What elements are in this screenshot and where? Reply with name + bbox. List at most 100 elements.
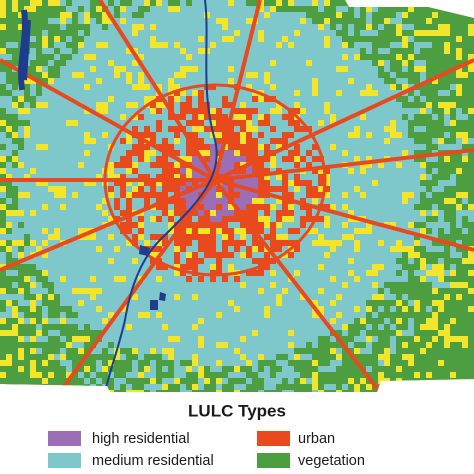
land-cover-patch — [330, 54, 336, 60]
land-cover-patch — [276, 180, 282, 186]
land-cover-patch — [156, 24, 162, 30]
land-cover-patch — [450, 300, 456, 306]
land-cover-patch — [336, 366, 342, 372]
land-cover-patch — [402, 240, 414, 246]
land-cover-patch — [276, 48, 282, 54]
land-cover-patch — [270, 276, 276, 282]
land-cover-patch — [246, 240, 252, 246]
land-cover-patch — [234, 60, 240, 66]
land-cover-patch — [204, 90, 216, 96]
land-cover-patch — [330, 198, 336, 204]
land-cover-patch — [120, 204, 126, 210]
land-cover-patch — [180, 258, 186, 264]
land-cover-patch — [174, 318, 180, 324]
land-cover-patch — [42, 198, 48, 204]
land-cover-patch — [162, 252, 168, 258]
land-cover-patch — [162, 12, 168, 18]
land-cover-patch — [0, 234, 6, 240]
land-cover-patch — [318, 330, 324, 336]
land-cover-patch — [288, 366, 294, 372]
land-cover-patch — [420, 180, 426, 186]
land-cover-patch — [30, 246, 36, 252]
land-cover-patch — [42, 78, 48, 84]
land-cover-patch — [378, 288, 384, 294]
land-cover-patch — [330, 78, 336, 84]
land-cover-patch — [6, 30, 12, 36]
land-cover-patch — [120, 72, 126, 78]
land-cover-patch — [156, 126, 162, 132]
land-cover-patch — [126, 162, 132, 168]
land-cover-patch — [384, 168, 390, 174]
land-cover-patch — [390, 24, 396, 30]
land-cover-patch — [156, 234, 162, 240]
land-cover-patch — [426, 246, 432, 252]
land-cover-patch — [42, 306, 48, 312]
land-cover-patch — [60, 228, 66, 234]
land-cover-patch — [54, 42, 60, 48]
land-cover-patch — [78, 204, 84, 210]
land-cover-patch — [396, 84, 402, 90]
land-cover-patch — [324, 330, 330, 336]
land-cover-patch — [240, 384, 246, 390]
land-cover-patch — [366, 312, 372, 318]
land-cover-patch — [168, 138, 174, 144]
land-cover-patch — [96, 222, 102, 228]
land-cover-patch — [384, 174, 390, 180]
land-cover-patch — [396, 186, 402, 192]
land-cover-patch — [294, 24, 306, 30]
land-cover-patch — [348, 156, 354, 162]
land-cover-patch — [402, 162, 414, 168]
land-cover-patch — [258, 84, 264, 90]
land-cover-patch — [450, 324, 456, 330]
land-cover-patch — [318, 366, 324, 372]
land-cover-patch — [114, 270, 120, 276]
land-cover-patch — [108, 252, 114, 258]
land-cover-patch — [132, 6, 138, 12]
land-cover-patch — [390, 228, 396, 234]
land-cover-patch — [78, 366, 84, 372]
land-cover-patch — [282, 258, 288, 264]
land-cover-patch — [24, 288, 30, 294]
land-cover-patch — [210, 30, 216, 36]
land-cover-patch — [252, 180, 258, 186]
land-cover-patch — [72, 42, 78, 48]
land-cover-patch — [408, 312, 414, 318]
land-cover-patch — [318, 108, 324, 114]
land-cover-patch — [366, 240, 372, 246]
land-cover-patch — [138, 96, 144, 102]
land-cover-patch — [390, 42, 396, 48]
land-cover-patch — [30, 270, 36, 276]
land-cover-patch — [276, 210, 282, 216]
land-cover-patch — [156, 228, 162, 234]
land-cover-patch — [294, 258, 300, 264]
land-cover-patch — [450, 168, 456, 174]
land-cover-patch — [246, 378, 252, 384]
land-cover-patch — [0, 276, 6, 282]
land-cover-patch — [132, 126, 138, 132]
land-cover-patch — [330, 264, 336, 270]
land-cover-patch — [180, 120, 186, 126]
land-cover-patch — [312, 6, 318, 12]
land-cover-patch — [432, 48, 438, 54]
land-cover-patch — [126, 186, 132, 192]
land-cover-patch — [204, 288, 210, 294]
land-cover-patch — [90, 282, 96, 288]
land-cover-patch — [102, 60, 108, 66]
land-cover-patch — [24, 318, 30, 324]
land-cover-patch — [426, 378, 432, 384]
land-cover-patch — [156, 270, 162, 276]
land-cover-patch — [42, 390, 48, 392]
land-cover-patch — [198, 144, 204, 150]
land-cover-patch — [216, 204, 222, 210]
land-cover-patch — [318, 324, 324, 330]
land-cover-patch — [420, 222, 426, 228]
land-cover-patch — [318, 84, 324, 90]
land-cover-patch — [162, 354, 168, 360]
land-cover-patch — [366, 108, 378, 114]
land-cover-patch — [288, 282, 294, 288]
land-cover-patch — [378, 72, 384, 78]
land-cover-patch — [96, 264, 102, 270]
land-cover-patch — [162, 174, 168, 180]
land-cover-patch — [108, 372, 114, 378]
land-cover-patch — [72, 222, 78, 228]
